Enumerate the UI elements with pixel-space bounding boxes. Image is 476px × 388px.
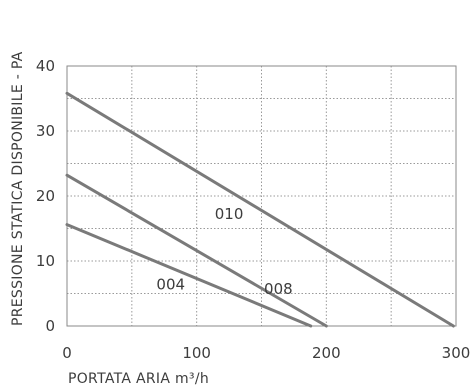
x-tick-label: 200 [312, 344, 341, 362]
y-tick-label: 40 [36, 57, 55, 75]
series-line-004 [65, 223, 313, 328]
series-label-010: 010 [215, 205, 244, 223]
series-line-008 [65, 173, 328, 328]
x-tick-label: 0 [62, 344, 72, 362]
y-tick-label: 10 [36, 252, 55, 270]
series-line-010 [65, 91, 455, 328]
plot-frame [66, 65, 457, 327]
x-tick-label: 100 [182, 344, 211, 362]
series-label-004: 004 [156, 276, 185, 294]
y-tick-label: 0 [45, 317, 55, 335]
y-axis-title: PRESSIONE STATICA DISPONIBILE - PA [10, 51, 26, 326]
y-tick-label: 30 [36, 122, 55, 140]
y-tick-label: 20 [36, 187, 55, 205]
series-label-008: 008 [264, 280, 293, 298]
grid [67, 66, 456, 326]
series-layer: 010 008 004 [65, 91, 455, 328]
x-axis-title: PORTATA ARIA m³/h [68, 371, 209, 387]
x-tick-label: 300 [442, 344, 471, 362]
